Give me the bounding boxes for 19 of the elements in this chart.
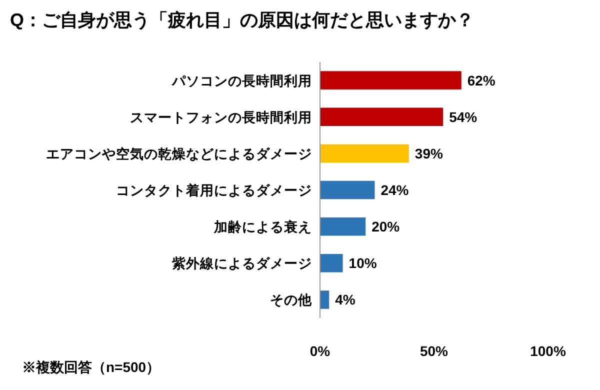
annotation: ※複数回答（n=500） xyxy=(22,359,160,375)
x-tick-label: 0% xyxy=(310,343,330,359)
category-label: スマートフォンの長時間利用 xyxy=(130,110,312,125)
category-label: コンタクト着用によるダメージ xyxy=(116,183,312,198)
x-tick-label: 50% xyxy=(420,343,448,359)
category-label: 加齢による衰え xyxy=(214,220,312,235)
value-label: 20% xyxy=(372,218,400,235)
category-label: その他 xyxy=(270,292,312,308)
title: Q：ご自身が思う「疲れ目」の原因は何だと思いますか？ xyxy=(10,10,474,30)
value-label: 24% xyxy=(380,182,409,198)
value-label: 10% xyxy=(348,255,377,272)
value-label: 62% xyxy=(467,72,496,88)
category-label: パソコンの長時間利用 xyxy=(172,73,312,88)
x-tick-label: 100% xyxy=(530,343,566,359)
value-label: 4% xyxy=(335,292,356,308)
value-label: 54% xyxy=(449,108,478,125)
value-label: 39% xyxy=(414,145,443,162)
category-label: エアコンや空気の乾燥などによるダメージ xyxy=(46,146,312,162)
category-label: 紫外線によるダメージ xyxy=(172,256,312,272)
